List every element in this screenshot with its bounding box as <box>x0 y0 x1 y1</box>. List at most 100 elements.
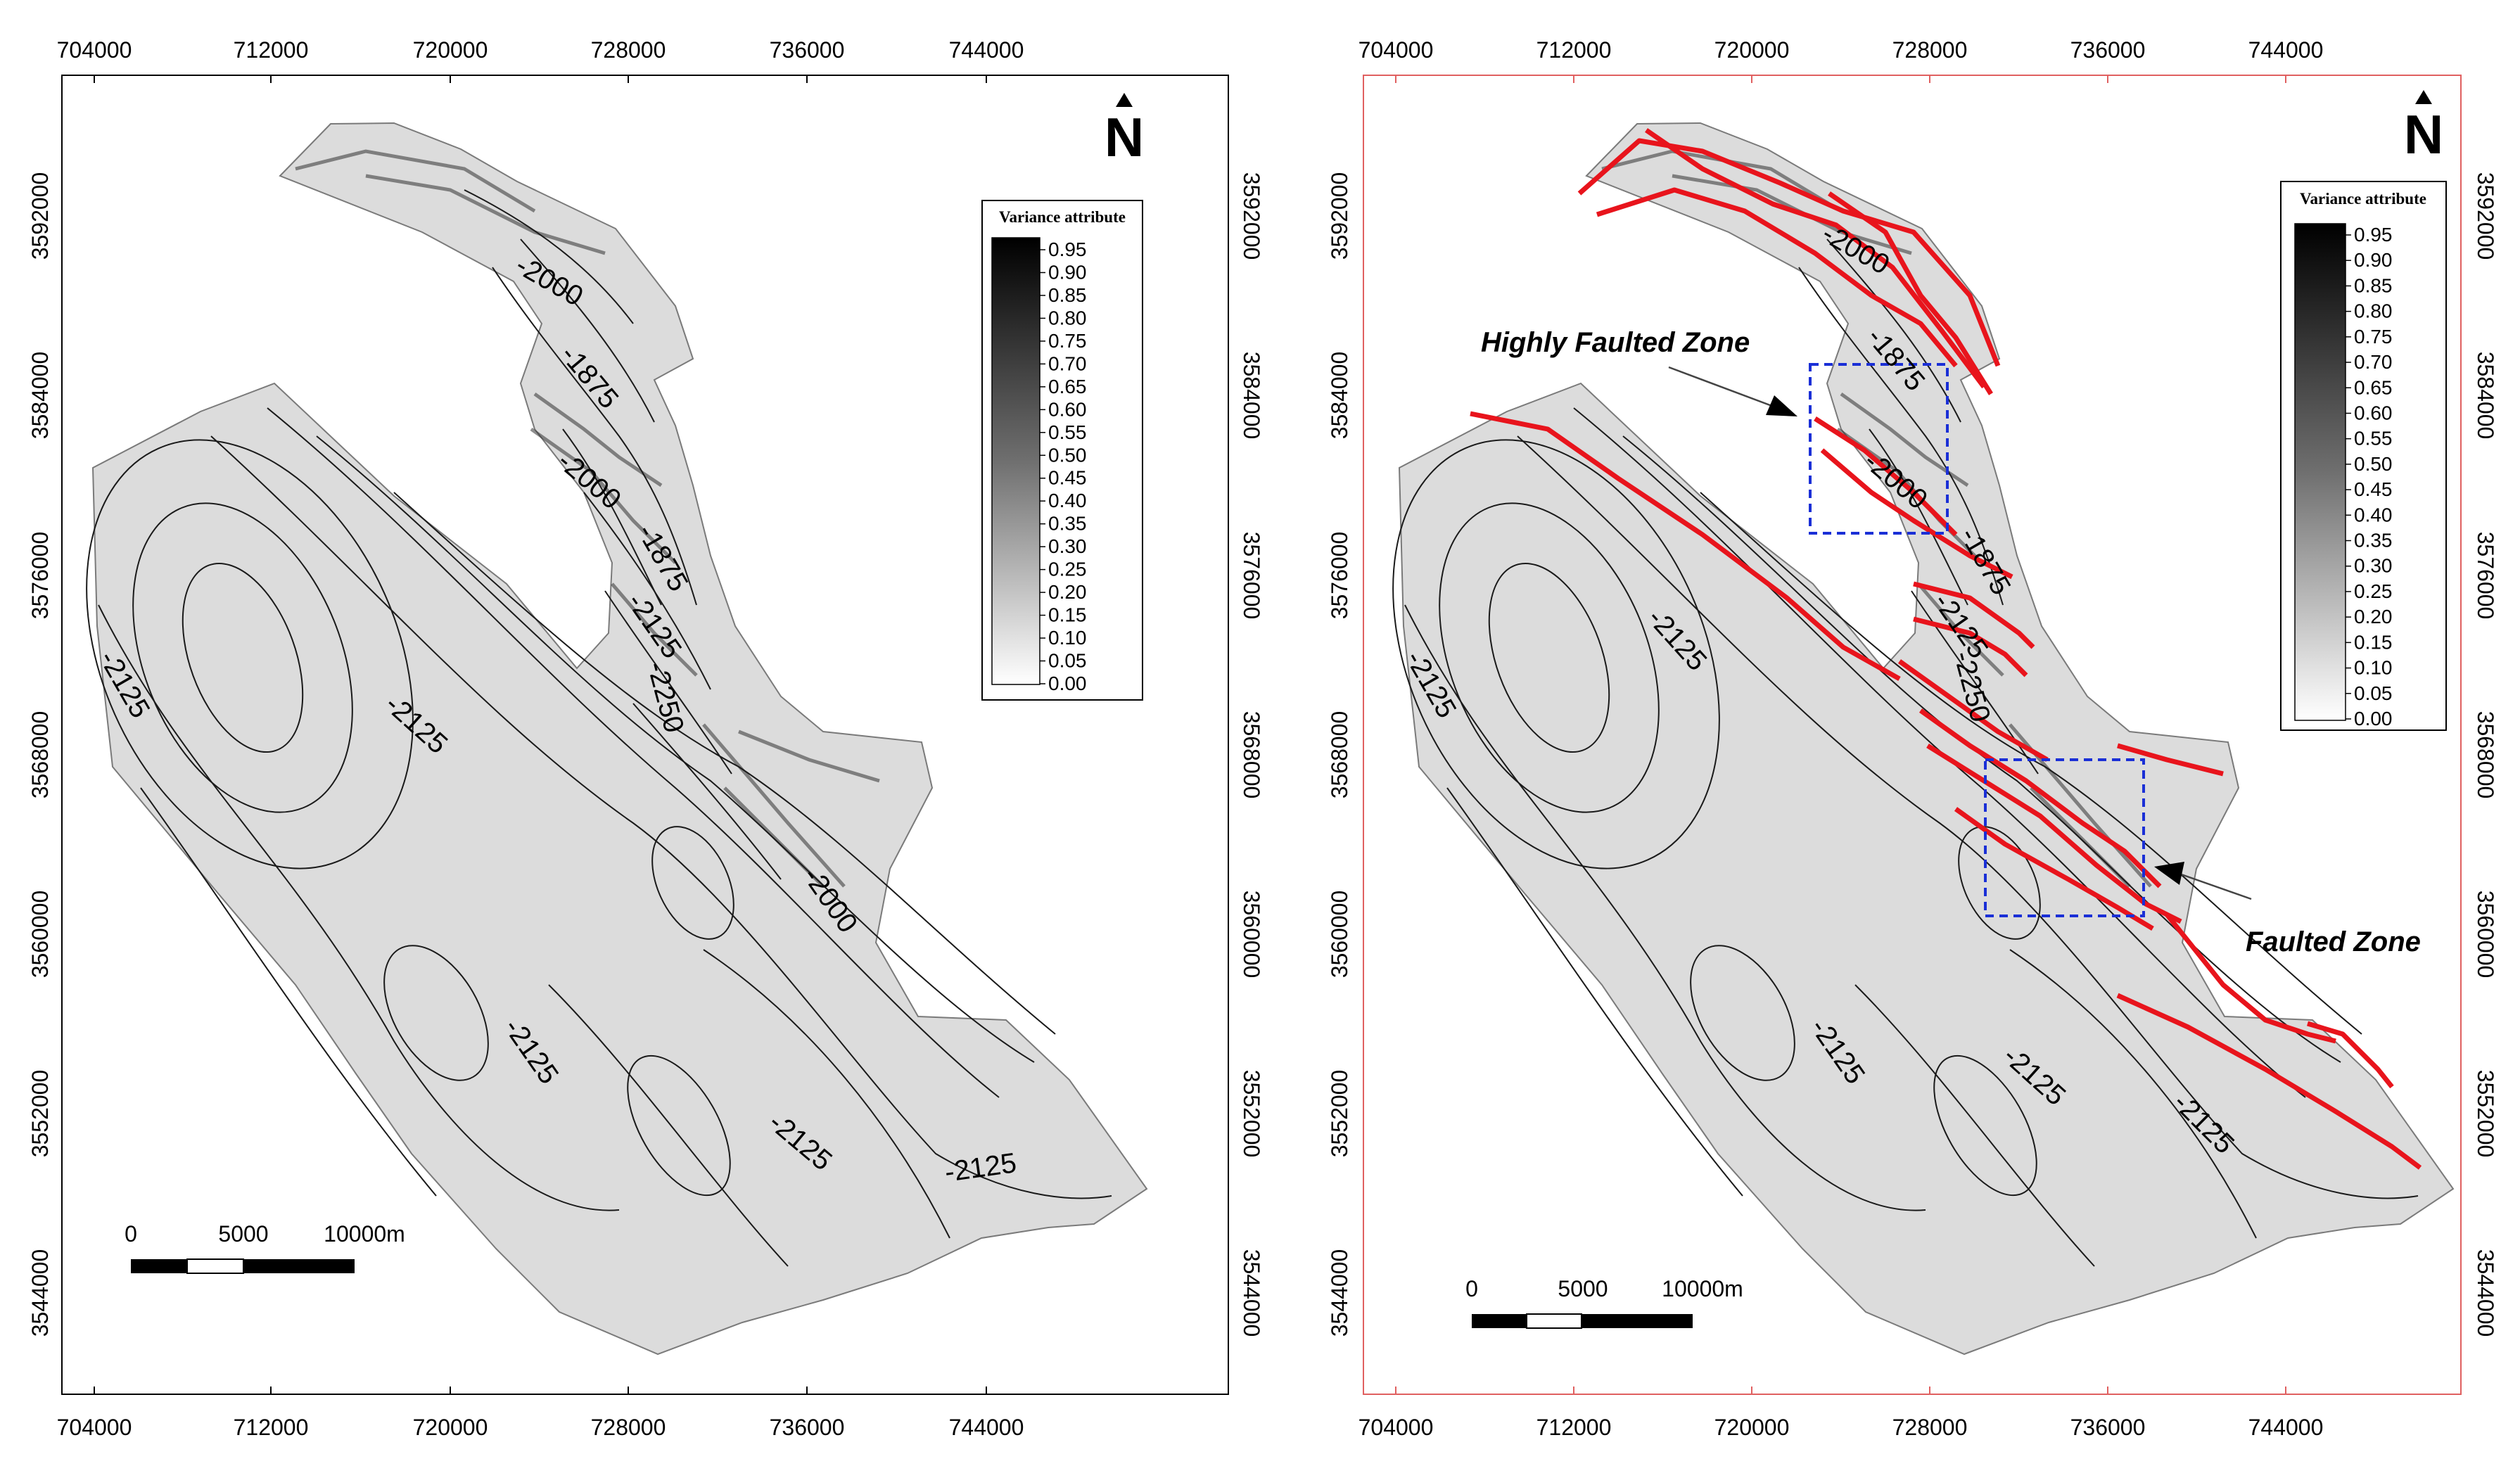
legend-tick-label: 0.45 <box>2354 478 2393 500</box>
x-tick-label: 744000 <box>2248 37 2324 63</box>
x-tick-label: 736000 <box>2070 1415 2146 1440</box>
x-tick-label: 736000 <box>2070 37 2146 63</box>
x-tick-label: 712000 <box>234 1415 309 1440</box>
legend-tick-label: 0.50 <box>2354 453 2393 475</box>
right-graticule-ticks <box>1395 75 2286 1394</box>
legend-tick-label: 0.70 <box>1048 352 1087 374</box>
legend-tick-label: 0.55 <box>1048 421 1087 443</box>
y-tick-label: 3584000 <box>2473 352 2498 440</box>
legend-tick-label: 0.95 <box>1048 238 1087 260</box>
legend-tick-label: 0.20 <box>1048 581 1087 603</box>
legend-tick-label: 0.10 <box>1048 627 1087 649</box>
y-tick-label: 3544000 <box>1327 1249 1352 1337</box>
x-tick-label: 704000 <box>1358 1415 1434 1440</box>
x-tick-label: 704000 <box>57 37 132 63</box>
y-tick-label: 3544000 <box>27 1249 53 1337</box>
legend-tick-label: 0.40 <box>2354 504 2393 525</box>
x-tick-label: 712000 <box>1536 37 1612 63</box>
x-tick-label: 720000 <box>413 1415 488 1440</box>
left-scale-bar: 0 5000 10000m <box>125 1221 405 1274</box>
x-tick-label: 704000 <box>57 1415 132 1440</box>
y-tick-label: 3568000 <box>1327 711 1352 799</box>
y-tick-label: 3576000 <box>1239 532 1264 620</box>
x-tick-label: 728000 <box>1892 37 1968 63</box>
legend-tick-label: 0.90 <box>1048 261 1087 283</box>
legend-tick-label: 0.85 <box>2354 274 2393 296</box>
right-y-tick-labels-right: 3592000 3584000 3576000 3568000 3560000 … <box>2473 172 2498 1337</box>
y-tick-label: 3552000 <box>1239 1070 1264 1158</box>
x-tick-label: 712000 <box>234 37 309 63</box>
legend-tick-label: 0.80 <box>2354 300 2393 322</box>
legend-tick-label: 0.55 <box>2354 428 2393 450</box>
legend-tick-label: 0.70 <box>2354 351 2393 373</box>
x-tick-label: 728000 <box>1892 1415 1968 1440</box>
legend-tick-label: 0.20 <box>2354 606 2393 627</box>
faulted-zone-label: Faulted Zone <box>2246 926 2421 957</box>
y-tick-label: 3576000 <box>27 532 53 620</box>
legend-tick-label: 0.65 <box>2354 376 2393 398</box>
left-y-tick-labels-left: 3592000 3584000 3576000 3568000 3560000 … <box>27 172 53 1337</box>
x-tick-label: 736000 <box>770 1415 845 1440</box>
x-tick-label: 744000 <box>949 37 1024 63</box>
x-tick-label: 728000 <box>591 37 666 63</box>
x-tick-label: 712000 <box>1536 1415 1612 1440</box>
y-tick-label: 3560000 <box>1239 891 1264 979</box>
legend-tick-label: 0.15 <box>2354 631 2393 653</box>
y-tick-label: 3568000 <box>27 711 53 799</box>
right-colorbar-legend: Variance attribute 0.95 0.90 0.85 0.80 0.75 0… <box>2280 181 2447 731</box>
y-tick-label: 3576000 <box>2473 532 2498 620</box>
left-contour-lines <box>86 189 1112 1267</box>
highly-faulted-zone-label: Highly Faulted Zone <box>1481 327 1750 358</box>
legend-tick-label: 0.95 <box>2354 224 2393 246</box>
legend-tick-label: 0.50 <box>1048 444 1087 466</box>
y-tick-label: 3568000 <box>1239 711 1264 799</box>
north-label: N <box>1105 106 1144 168</box>
legend-tick-label: 0.05 <box>1048 650 1087 672</box>
legend-tick-label: 0.25 <box>1048 559 1087 580</box>
y-tick-label: 3576000 <box>1327 532 1352 620</box>
right-map-panel: Highly Faulted Zone Faulted Zone -2000 -… <box>1327 37 2498 1440</box>
y-tick-label: 3592000 <box>1239 172 1264 260</box>
y-tick-label: 3560000 <box>27 891 53 979</box>
legend-tick-label: 0.90 <box>2354 249 2393 271</box>
right-north-arrow-icon: N <box>2404 90 2443 165</box>
legend-tick-label: 0.60 <box>2354 402 2393 423</box>
legend-tick-label: 0.05 <box>2354 682 2393 704</box>
x-tick-label: 736000 <box>770 37 845 63</box>
legend-tick-label: 0.60 <box>1048 398 1087 420</box>
scale-label: 10000m <box>324 1221 405 1247</box>
x-tick-label: 744000 <box>2248 1415 2324 1440</box>
left-y-tick-labels-right: 3592000 3584000 3576000 3568000 3560000 … <box>1239 172 1264 1337</box>
y-tick-label: 3584000 <box>1239 352 1264 440</box>
legend-tick-label: 0.85 <box>1048 284 1087 306</box>
right-x-tick-labels-bottom: 704000 712000 720000 728000 736000 74400… <box>1358 1415 2324 1440</box>
right-y-tick-labels-left: 3592000 3584000 3576000 3568000 3560000 … <box>1327 172 1352 1337</box>
legend-tick-label: 0.35 <box>1048 513 1087 535</box>
legend-tick-label: 0.80 <box>1048 307 1087 329</box>
legend-tick-label: 0.65 <box>1048 376 1087 397</box>
y-tick-label: 3584000 <box>27 352 53 440</box>
y-tick-label: 3592000 <box>1327 172 1352 260</box>
x-tick-label: 720000 <box>1714 37 1790 63</box>
right-x-tick-labels-top: 704000 712000 720000 728000 736000 74400… <box>1358 37 2324 63</box>
legend-title: Variance attribute <box>999 208 1126 226</box>
left-x-tick-labels-top: 704000 712000 720000 728000 736000 74400… <box>57 37 1024 63</box>
legend-tick-label: 0.45 <box>1048 467 1087 489</box>
x-tick-label: 744000 <box>949 1415 1024 1440</box>
right-scale-bar: 0 5000 10000m <box>1465 1276 1743 1329</box>
y-tick-label: 3560000 <box>1327 891 1352 979</box>
x-tick-label: 704000 <box>1358 37 1434 63</box>
left-x-tick-labels-bottom: 704000 712000 720000 728000 736000 74400… <box>57 1415 1024 1440</box>
legend-title: Variance attribute <box>2300 190 2426 208</box>
scale-label: 5000 <box>1558 1276 1608 1301</box>
left-map-panel: -2000 -1875 -2000 -1875 -2125 -2250 -212… <box>27 37 1264 1440</box>
legend-tick-label: 0.40 <box>1048 490 1087 511</box>
faulted-zone-box <box>1984 758 2145 917</box>
y-tick-label: 3544000 <box>1239 1249 1264 1337</box>
legend-tick-label: 0.15 <box>1048 604 1087 626</box>
x-tick-label: 720000 <box>413 37 488 63</box>
legend-tick-label: 0.30 <box>2354 555 2393 577</box>
y-tick-label: 3544000 <box>2473 1249 2498 1337</box>
annotation-arrows <box>1668 366 2252 900</box>
